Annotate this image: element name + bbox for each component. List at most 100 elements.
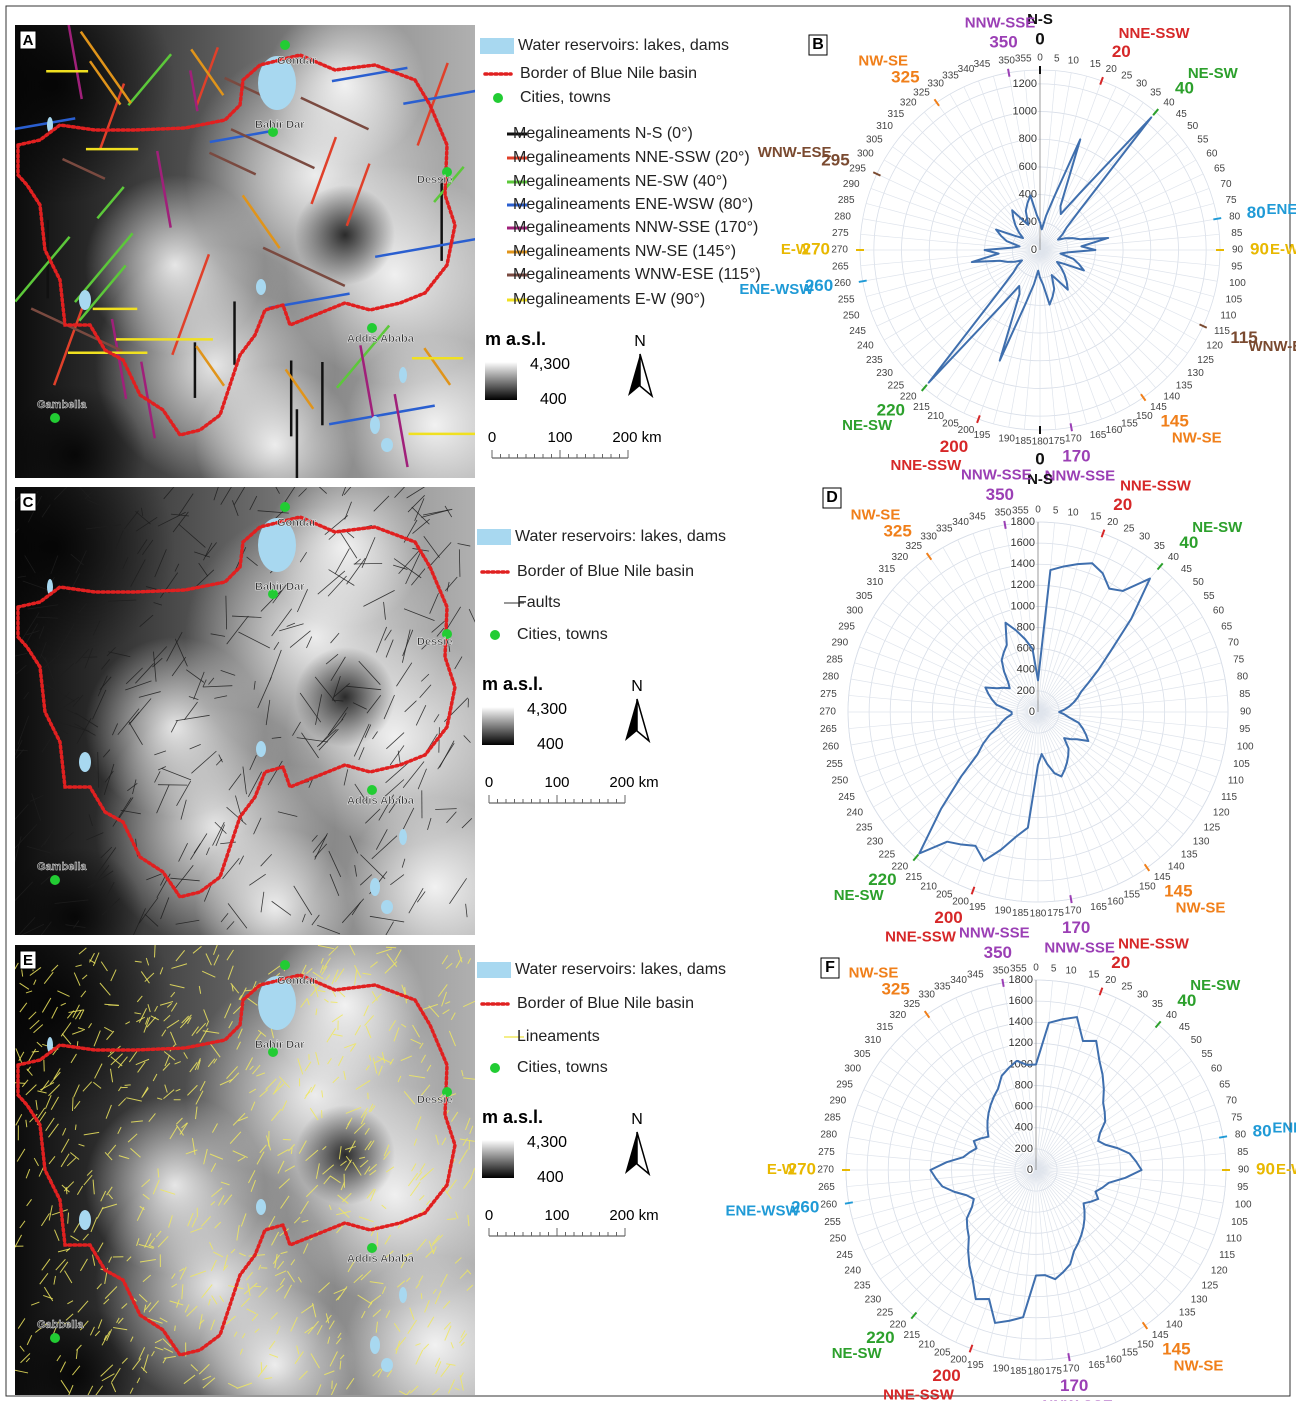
angle-label: 265	[820, 724, 837, 735]
direction-label: WNW-ESE	[1248, 338, 1296, 355]
legend-label: Border of Blue Nile basin	[517, 995, 694, 1012]
angle-label: 200	[950, 1354, 967, 1365]
direction-tick	[934, 99, 939, 106]
map: GondarBahir DarDessieAddis AbabaGabbella…	[0, 885, 525, 1401]
angle-label: 105	[1225, 294, 1242, 305]
angle-label: 90	[1238, 1165, 1250, 1176]
angle-label: 195	[967, 1360, 984, 1371]
angle-label: 190	[995, 906, 1012, 917]
radial-tick-label: 400	[1015, 1122, 1033, 1134]
angle-label: 130	[1191, 1294, 1208, 1305]
elevation-max: 4,300	[527, 1134, 567, 1151]
angle-label: 350	[993, 966, 1010, 977]
radial-tick-label: 1200	[1013, 78, 1037, 90]
direction-label: NNE-SSW	[890, 457, 962, 474]
scale-label: 0	[488, 429, 496, 446]
angle-label: 85	[1237, 1147, 1249, 1158]
angle-label: 20	[1106, 64, 1118, 75]
angle-label: 80	[1237, 672, 1249, 683]
direction-tick	[911, 1312, 916, 1318]
radial-grid-line	[1040, 188, 1209, 250]
direction-value: 80	[1253, 1121, 1272, 1140]
map: GondarBahir DarDessieAddis AbabaGambella…	[0, 0, 525, 525]
angle-label: 330	[920, 532, 937, 543]
radial-tick-label: 400	[1019, 189, 1037, 201]
legend-swatch	[477, 962, 511, 978]
angle-label: 265	[832, 261, 849, 272]
angle-label: 225	[878, 849, 895, 860]
angle-label: 260	[820, 1200, 837, 1211]
angle-label: 105	[1231, 1217, 1248, 1228]
city-label: Bahir Dar	[255, 581, 305, 593]
angle-label: 325	[903, 999, 920, 1010]
city	[280, 502, 290, 512]
lake	[79, 290, 91, 310]
scale-label: 200 km	[609, 1207, 658, 1224]
direction-label: NNE-SSW	[883, 1386, 955, 1401]
angle-label: 320	[900, 98, 917, 109]
angle-label: 65	[1219, 1079, 1231, 1090]
elevation-min: 400	[537, 1169, 564, 1186]
lake	[79, 1210, 91, 1230]
angle-label: 60	[1211, 1064, 1223, 1075]
angle-label: 35	[1154, 541, 1166, 552]
angle-label: 225	[888, 380, 905, 391]
direction-label: NE-SW	[832, 1345, 883, 1362]
angle-label: 15	[1090, 59, 1102, 70]
radial-grid-line	[864, 1090, 1036, 1170]
angle-label: 180	[1030, 909, 1047, 920]
radial-grid-line	[1038, 540, 1118, 712]
angle-label: 270	[819, 707, 836, 718]
angle-label: 30	[1136, 78, 1148, 89]
direction-value: 145	[1162, 1340, 1190, 1359]
page: GondarBahir DarDessieAddis AbabaGambella…	[0, 0, 1296, 1401]
lineament	[421, 1293, 422, 1299]
angle-label: 340	[958, 64, 975, 75]
direction-value: 0	[1035, 449, 1044, 468]
panel-letter: C	[23, 494, 34, 511]
direction-label: NNW-SSE	[1045, 467, 1116, 484]
angle-label: 125	[1201, 1281, 1218, 1292]
lineament	[125, 1085, 131, 1086]
lake	[381, 1358, 393, 1372]
legend-label: Megalineaments ENE-WSW (80°)	[513, 196, 753, 213]
lake	[381, 900, 393, 914]
angle-label: 250	[829, 1234, 846, 1245]
angle-label: 50	[1187, 121, 1199, 132]
radial-grid-line	[1036, 1090, 1208, 1170]
angle-label: 285	[824, 1112, 841, 1123]
angle-label: 215	[905, 872, 922, 883]
radial-grid-line	[1038, 523, 1055, 712]
city	[280, 40, 290, 50]
direction-tick	[1008, 69, 1009, 77]
angle-label: 135	[1181, 849, 1198, 860]
angle-label: 230	[876, 368, 893, 379]
angle-label: 120	[1211, 1266, 1228, 1277]
angle-label: 110	[1226, 1234, 1242, 1245]
direction-label: NW-SE	[858, 53, 908, 70]
angle-label: 50	[1191, 1035, 1203, 1046]
radial-tick-label: 1200	[1011, 579, 1035, 591]
legend-label: Megalineaments WNW-ESE (115°)	[513, 266, 761, 283]
angle-label: 215	[903, 1330, 920, 1341]
angle-label: 80	[1235, 1130, 1247, 1141]
city	[50, 413, 60, 423]
scale-label: 100	[544, 1207, 569, 1224]
angle-label: 345	[974, 59, 991, 70]
angle-label: 210	[920, 882, 937, 893]
angle-label: 95	[1237, 1182, 1249, 1193]
angle-label: 160	[1105, 1354, 1122, 1365]
angle-label: 50	[1193, 577, 1205, 588]
direction-label: ENE-WSW	[1267, 201, 1296, 218]
direction-label: ENE-WSW	[1272, 1119, 1296, 1136]
direction-value: 80	[1247, 203, 1266, 222]
radial-tick-label: 1600	[1009, 995, 1033, 1007]
direction-value: 325	[883, 521, 911, 540]
city	[367, 1243, 377, 1253]
direction-value: 325	[881, 979, 909, 998]
angle-label: 165	[1090, 902, 1107, 913]
angle-label: 15	[1088, 970, 1100, 981]
north-label: N	[634, 333, 646, 350]
angle-label: 340	[952, 517, 969, 528]
direction-tick	[977, 415, 980, 423]
